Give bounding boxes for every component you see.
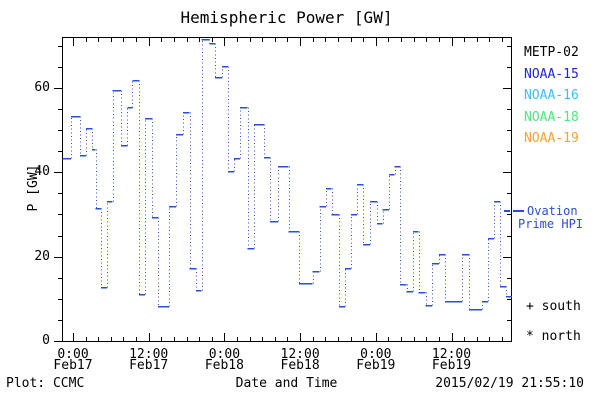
dashed-line-sample-icon xyxy=(513,210,524,212)
x-tick-time-label: 12:00 xyxy=(280,347,320,362)
x-tick-time-label: 0:00 xyxy=(57,347,89,362)
north-marker-legend: * north xyxy=(526,329,581,344)
plot-credit: Plot: CCMC xyxy=(6,376,85,391)
legend-item-noaa-16: NOAA-16 xyxy=(524,88,579,103)
ovation-label-line1: Ovation xyxy=(527,204,578,218)
y-tick-label: 20 xyxy=(34,249,50,264)
x-tick-date-label: Feb19 xyxy=(431,358,472,373)
y-tick-label: 40 xyxy=(34,164,50,179)
plot-title: Hemispheric Power [GW] xyxy=(180,8,393,27)
x-tick-date-label: Feb17 xyxy=(129,358,169,373)
y-tick-label: 0 xyxy=(42,333,50,348)
x-tick-date-label: Feb19 xyxy=(356,358,396,373)
y-tick-label: 60 xyxy=(34,80,50,95)
plot-timestamp: 2015/02/19 21:55:10 xyxy=(435,376,584,391)
x-tick-date-label: Feb18 xyxy=(204,358,244,373)
legend-item-metp-02: METP-02 xyxy=(524,45,579,60)
x-tick-time-label: 12:00 xyxy=(431,347,472,362)
x-tick-time-label: 0:00 xyxy=(208,347,241,362)
ovation-prime-legend: Ovation Prime HPI xyxy=(504,205,600,230)
x-tick-time-label: 0:00 xyxy=(360,347,392,362)
dashed-line-sample-icon xyxy=(504,210,510,212)
legend-item-noaa-15: NOAA-15 xyxy=(524,66,579,82)
legend-item-noaa-18: NOAA-18 xyxy=(524,109,579,125)
south-marker-legend: + south xyxy=(526,299,581,314)
x-tick-date-label: Feb18 xyxy=(280,358,320,373)
x-tick-date-label: Feb17 xyxy=(53,358,93,373)
x-tick-time-label: 12:00 xyxy=(129,347,169,362)
legend-item-noaa-19: NOAA-19 xyxy=(524,131,579,146)
ovation-legend-row1: Ovation xyxy=(504,205,600,217)
ovation-label-line2: Prime HPI xyxy=(518,217,584,231)
x-axis-title: Date and Time xyxy=(235,376,338,391)
y-axis-label: P [GW] xyxy=(26,164,41,212)
